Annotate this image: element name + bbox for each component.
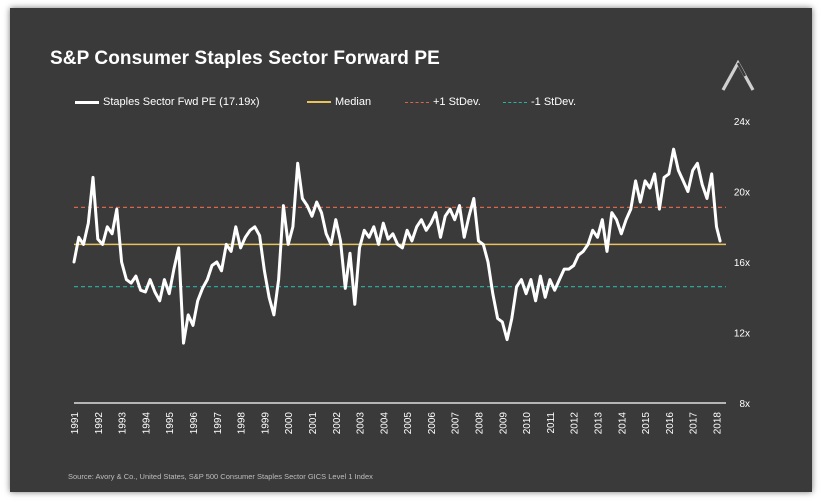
x-tick-label: 2006 [427, 412, 438, 435]
x-tick-label: 2009 [498, 412, 509, 435]
x-tick-label: 1995 [165, 412, 176, 435]
x-tick-label: 2007 [451, 412, 462, 435]
x-tick-label: 2003 [356, 412, 367, 435]
x-tick-label: 1991 [70, 412, 81, 435]
x-tick-label: 2000 [284, 412, 295, 435]
x-tick-label: 2012 [570, 412, 581, 435]
y-tick-label: 20x [734, 188, 750, 199]
legend-label-median: Median [335, 96, 372, 108]
x-tick-label: 1998 [237, 412, 248, 435]
x-axis: 1991 1992 1993 1994 1995 1996 1997 1998 1999 2000… [70, 412, 724, 435]
x-tick-label: 2016 [665, 412, 676, 435]
x-tick-label: 2011 [546, 412, 557, 434]
x-tick-label: 2013 [594, 412, 605, 435]
x-tick-label: 2017 [689, 412, 700, 435]
source-note: Source: Avory & Co., United States, S&P … [68, 472, 373, 481]
legend-label-pe: Staples Sector Fwd PE (17.19x) [103, 96, 260, 108]
x-tick-label: 1992 [94, 412, 105, 435]
chart-title: S&P Consumer Staples Sector Forward PE [50, 48, 440, 69]
x-tick-label: 1999 [260, 412, 271, 435]
legend-swatch-plus1 [405, 101, 429, 103]
x-tick-label: 2008 [475, 412, 486, 435]
x-tick-label: 1994 [141, 412, 152, 435]
x-tick-label: 2010 [522, 412, 533, 435]
x-tick-label: 2005 [403, 412, 414, 435]
x-tick-label: 2015 [641, 412, 652, 435]
legend-item-median: Median [307, 96, 371, 108]
legend-swatch-minus1 [503, 101, 527, 103]
legend-label-plus1: +1 StDev. [433, 96, 481, 108]
x-tick-label: 1996 [189, 412, 200, 435]
x-tick-label: 2001 [308, 412, 319, 435]
x-tick-label: 2014 [617, 412, 628, 435]
legend-item-plus1: +1 StDev. [405, 96, 481, 108]
legend-swatch-median [307, 101, 331, 103]
legend-item-minus1: -1 StDev. [503, 96, 576, 108]
pe-series-line [72, 147, 722, 345]
avory-logo-icon [721, 60, 755, 91]
legend-swatch-pe [75, 100, 99, 104]
y-tick-label: 8x [739, 399, 750, 410]
y-tick-label: 24x [734, 117, 750, 128]
y-axis: 8x 12x 16x 20x 24x [734, 117, 750, 410]
y-tick-label: 12x [734, 329, 750, 340]
x-tick-label: 1997 [213, 412, 224, 435]
x-tick-label: 1993 [118, 412, 129, 435]
chart-panel: S&P Consumer Staples Sector Forward PE S… [10, 8, 812, 492]
y-tick-label: 16x [734, 258, 750, 269]
x-tick-label: 2004 [379, 412, 390, 435]
legend-label-minus1: -1 StDev. [531, 96, 577, 108]
x-tick-label: 2018 [713, 412, 724, 435]
x-tick-label: 2002 [332, 412, 343, 435]
legend-item-pe: Staples Sector Fwd PE (17.19x) [75, 96, 260, 108]
